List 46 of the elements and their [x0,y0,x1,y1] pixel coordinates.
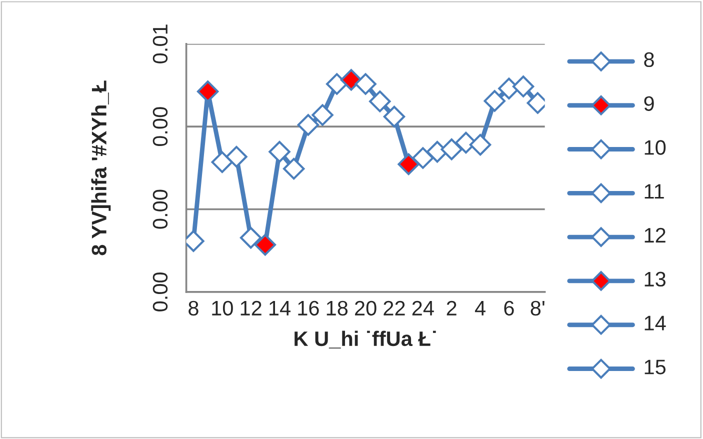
x-tick-label: 10 [212,300,233,316]
text: 14 [644,316,666,330]
x-axis-title: K U_hi ˙ffUa Ł˙ [294,330,436,348]
text: 15 [644,360,666,374]
y-tick-label: 0.01 [152,24,168,64]
point [268,140,290,163]
point [440,138,462,160]
y-tick-label: 0.00 [152,272,168,312]
point [383,106,406,128]
point [282,158,305,180]
y-tick-label: 0.00 [152,190,168,229]
point [512,76,534,98]
x-tick-label: 6 [504,300,514,316]
point [297,114,320,136]
text: 9 [644,96,654,111]
x-tick-label: 20 [355,300,376,316]
x-tick-label: 2 [446,300,456,316]
point [484,90,506,112]
point [340,69,362,91]
point [326,73,348,95]
text: 13 [644,272,666,287]
point [240,226,262,249]
x-tick-label: 8' [530,300,544,316]
x-tick-label: 12 [240,300,262,316]
x-tick-label: 22 [384,300,405,316]
point [469,134,492,156]
x-tick-label: 14 [270,301,290,316]
point [211,151,234,173]
text: 10 [644,140,666,155]
point [412,147,434,169]
point [369,90,391,112]
point [398,153,420,176]
point [354,73,376,95]
text: 8 [644,52,654,68]
x-tick-label: 4 [474,301,486,316]
x-tick-label: 8 [188,300,198,316]
point [254,234,276,256]
x-tick-label: 16 [298,300,319,316]
y-axis-title: 8 YV]hifa '#XYh_Ł [91,80,111,256]
text: 11 [644,184,664,199]
y-tick-label: 0.00 [152,107,168,146]
x-tick-label: 18 [326,300,348,316]
point [226,146,248,168]
point [312,104,334,126]
text: 12 [644,228,666,242]
x-tick-label: 24 [412,300,434,316]
